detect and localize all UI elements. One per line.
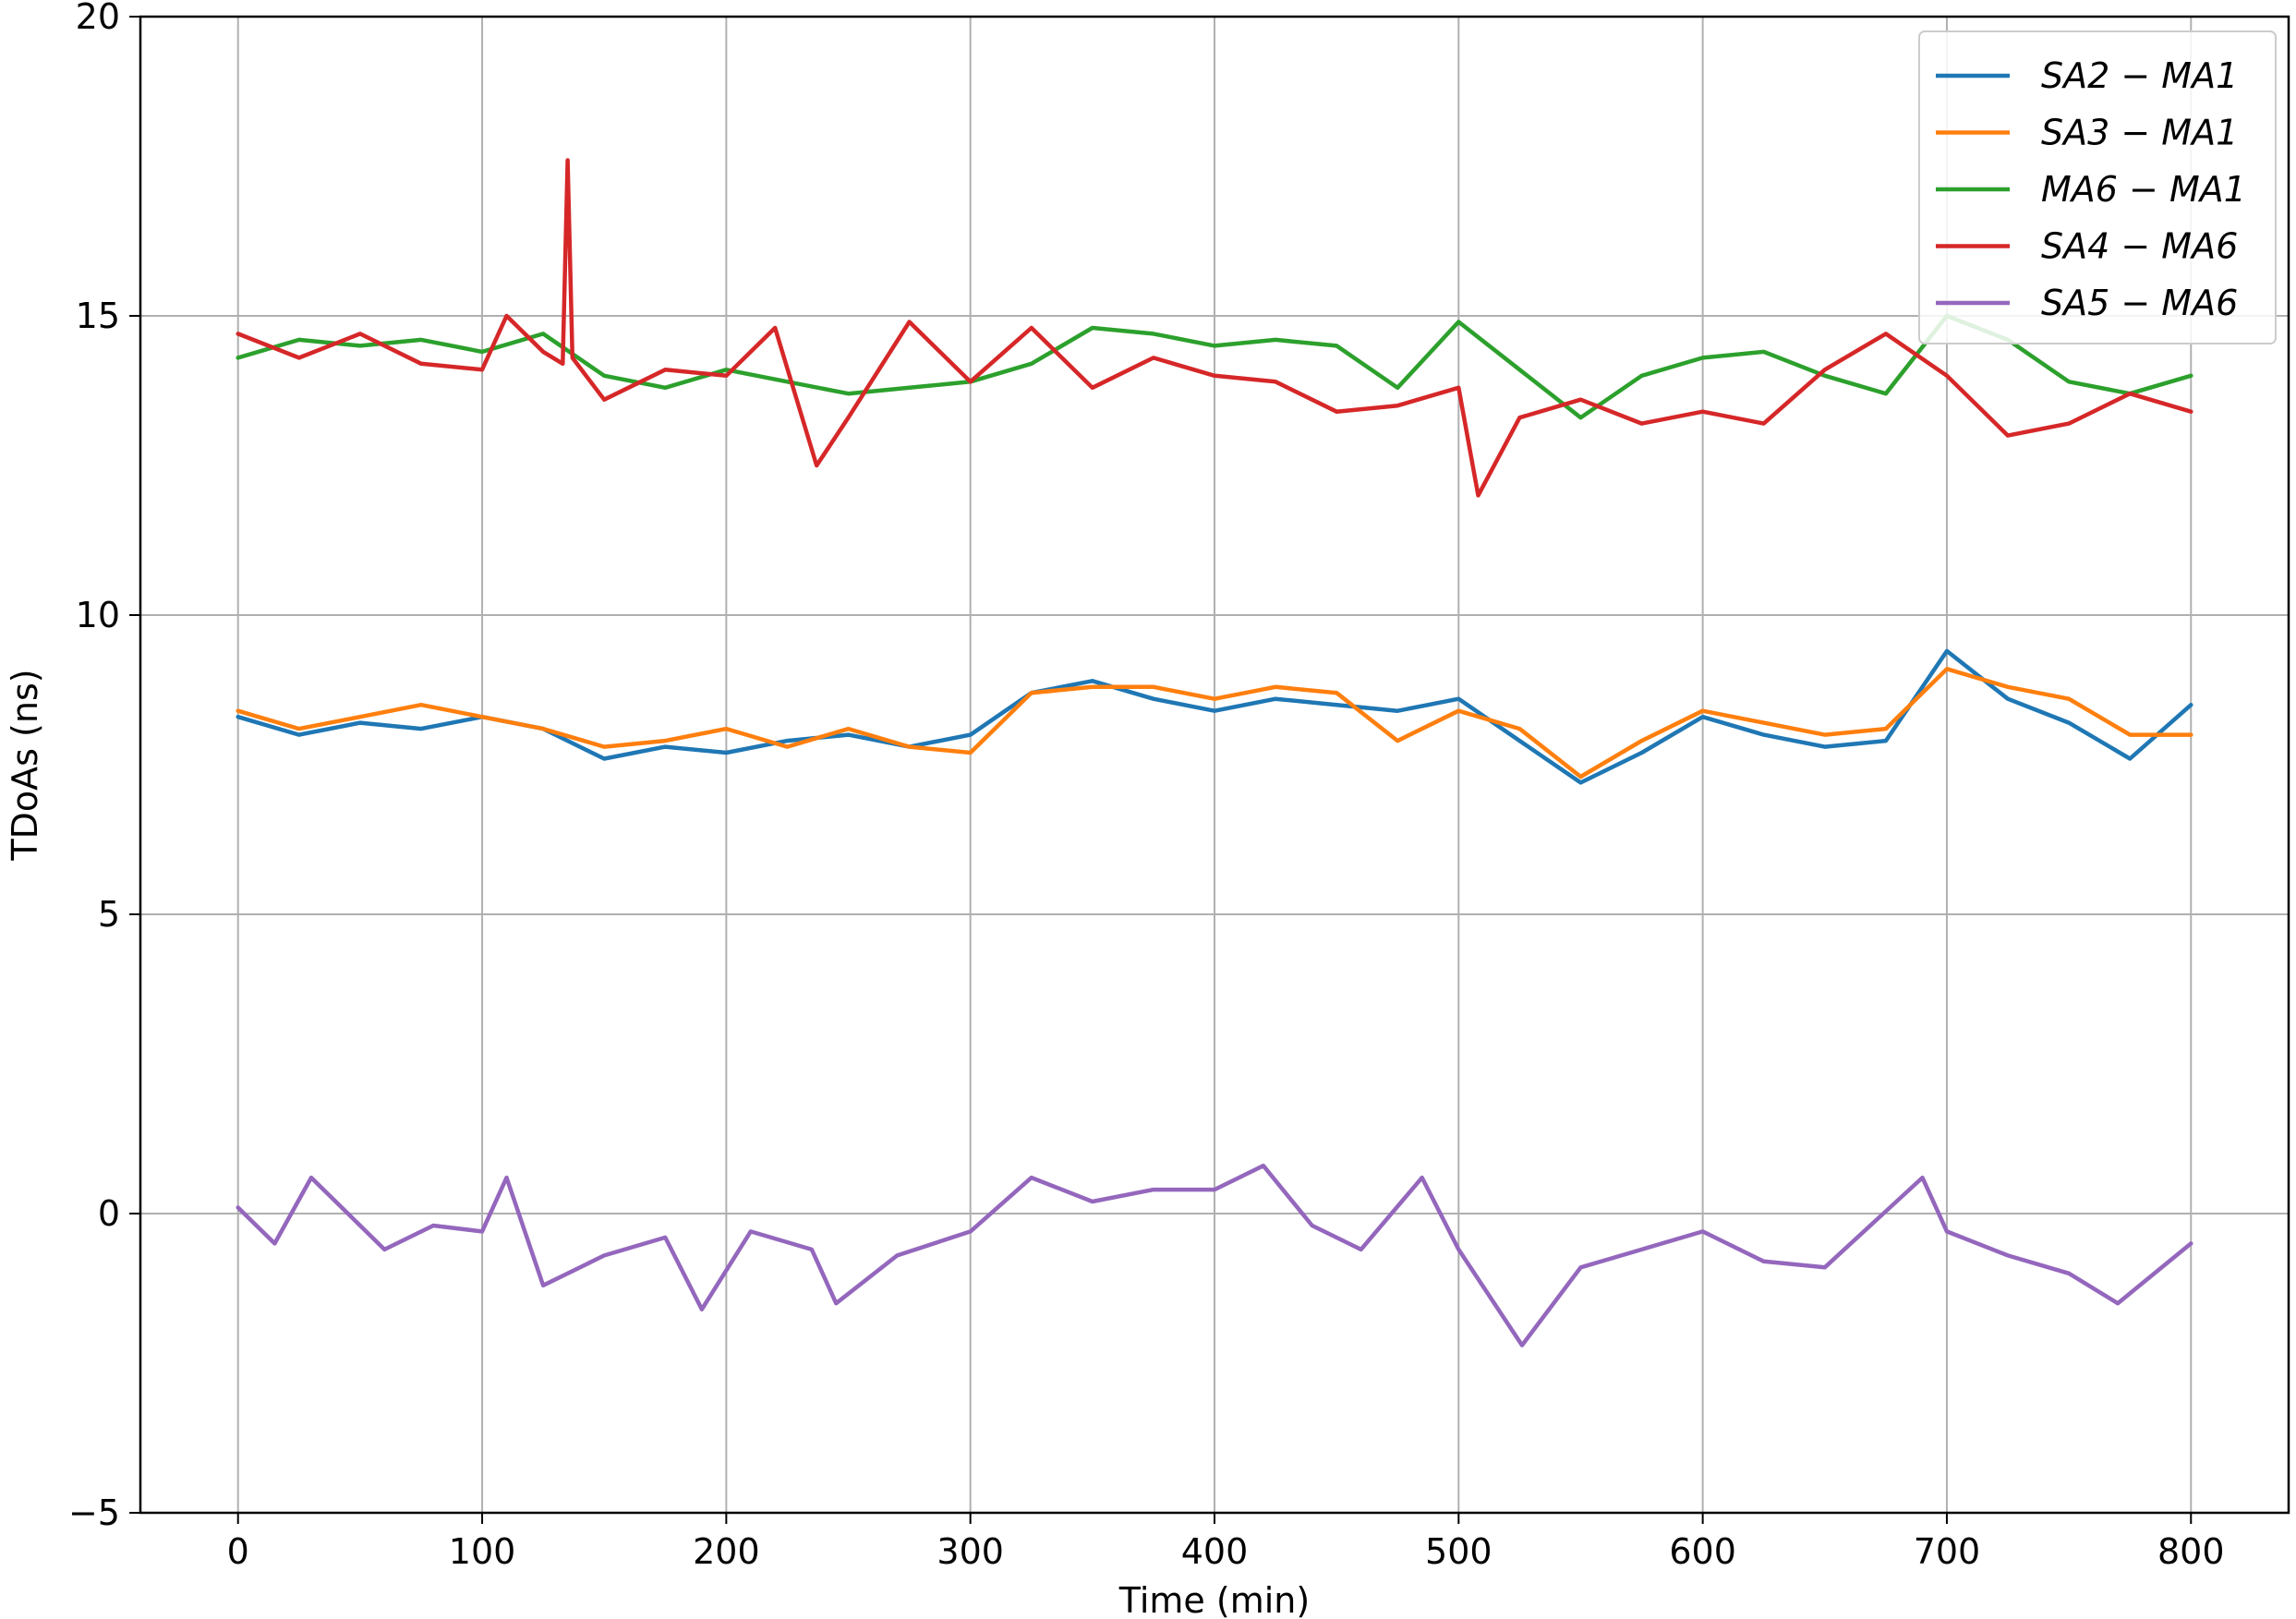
y-tick-label: 0 [98,1193,120,1234]
axis-ticks: 0 100 200 300 400 500 600 700 800 −5 0 5 10 15 20 [68,0,2225,1572]
x-tick-label: 500 [1425,1531,1492,1572]
y-tick-label: 5 [98,894,120,935]
x-tick-label: 400 [1181,1531,1249,1572]
x-tick-label: 200 [693,1531,760,1572]
x-tick-label: 100 [449,1531,516,1572]
x-tick-label: 0 [227,1531,249,1572]
series-line-1 [236,648,2193,785]
legend: SA2 − MA1 SA3 − MA1 MA6 − MA1 SA4 − MA6 SA5 … [1918,30,2277,344]
x-tick-label: 800 [2157,1531,2225,1572]
x-axis-label: Time (min) [1118,1580,1310,1619]
series-line-4 [236,158,2193,498]
x-tick-label: 600 [1669,1531,1736,1572]
legend-label: SA5 − MA6 [2041,283,2238,323]
legend-box [1918,30,2277,344]
legend-label: SA2 − MA1 [2041,55,2238,96]
y-tick-label: 20 [76,0,120,37]
y-tick-label: −5 [68,1492,120,1533]
legend-label: SA3 − MA1 [2041,113,2238,153]
series-line-5 [236,1163,2193,1347]
series-line-2 [236,667,2193,779]
y-axis-label: TDoAs (ns) [5,669,45,861]
y-tick-label: 15 [76,296,120,336]
series-group [236,158,2193,1347]
legend-label: SA4 − MA6 [2041,226,2238,267]
legend-label: MA6 − MA1 [2041,169,2246,210]
x-tick-label: 300 [937,1531,1004,1572]
y-tick-label: 10 [76,595,120,635]
x-tick-label: 700 [1914,1531,1981,1572]
